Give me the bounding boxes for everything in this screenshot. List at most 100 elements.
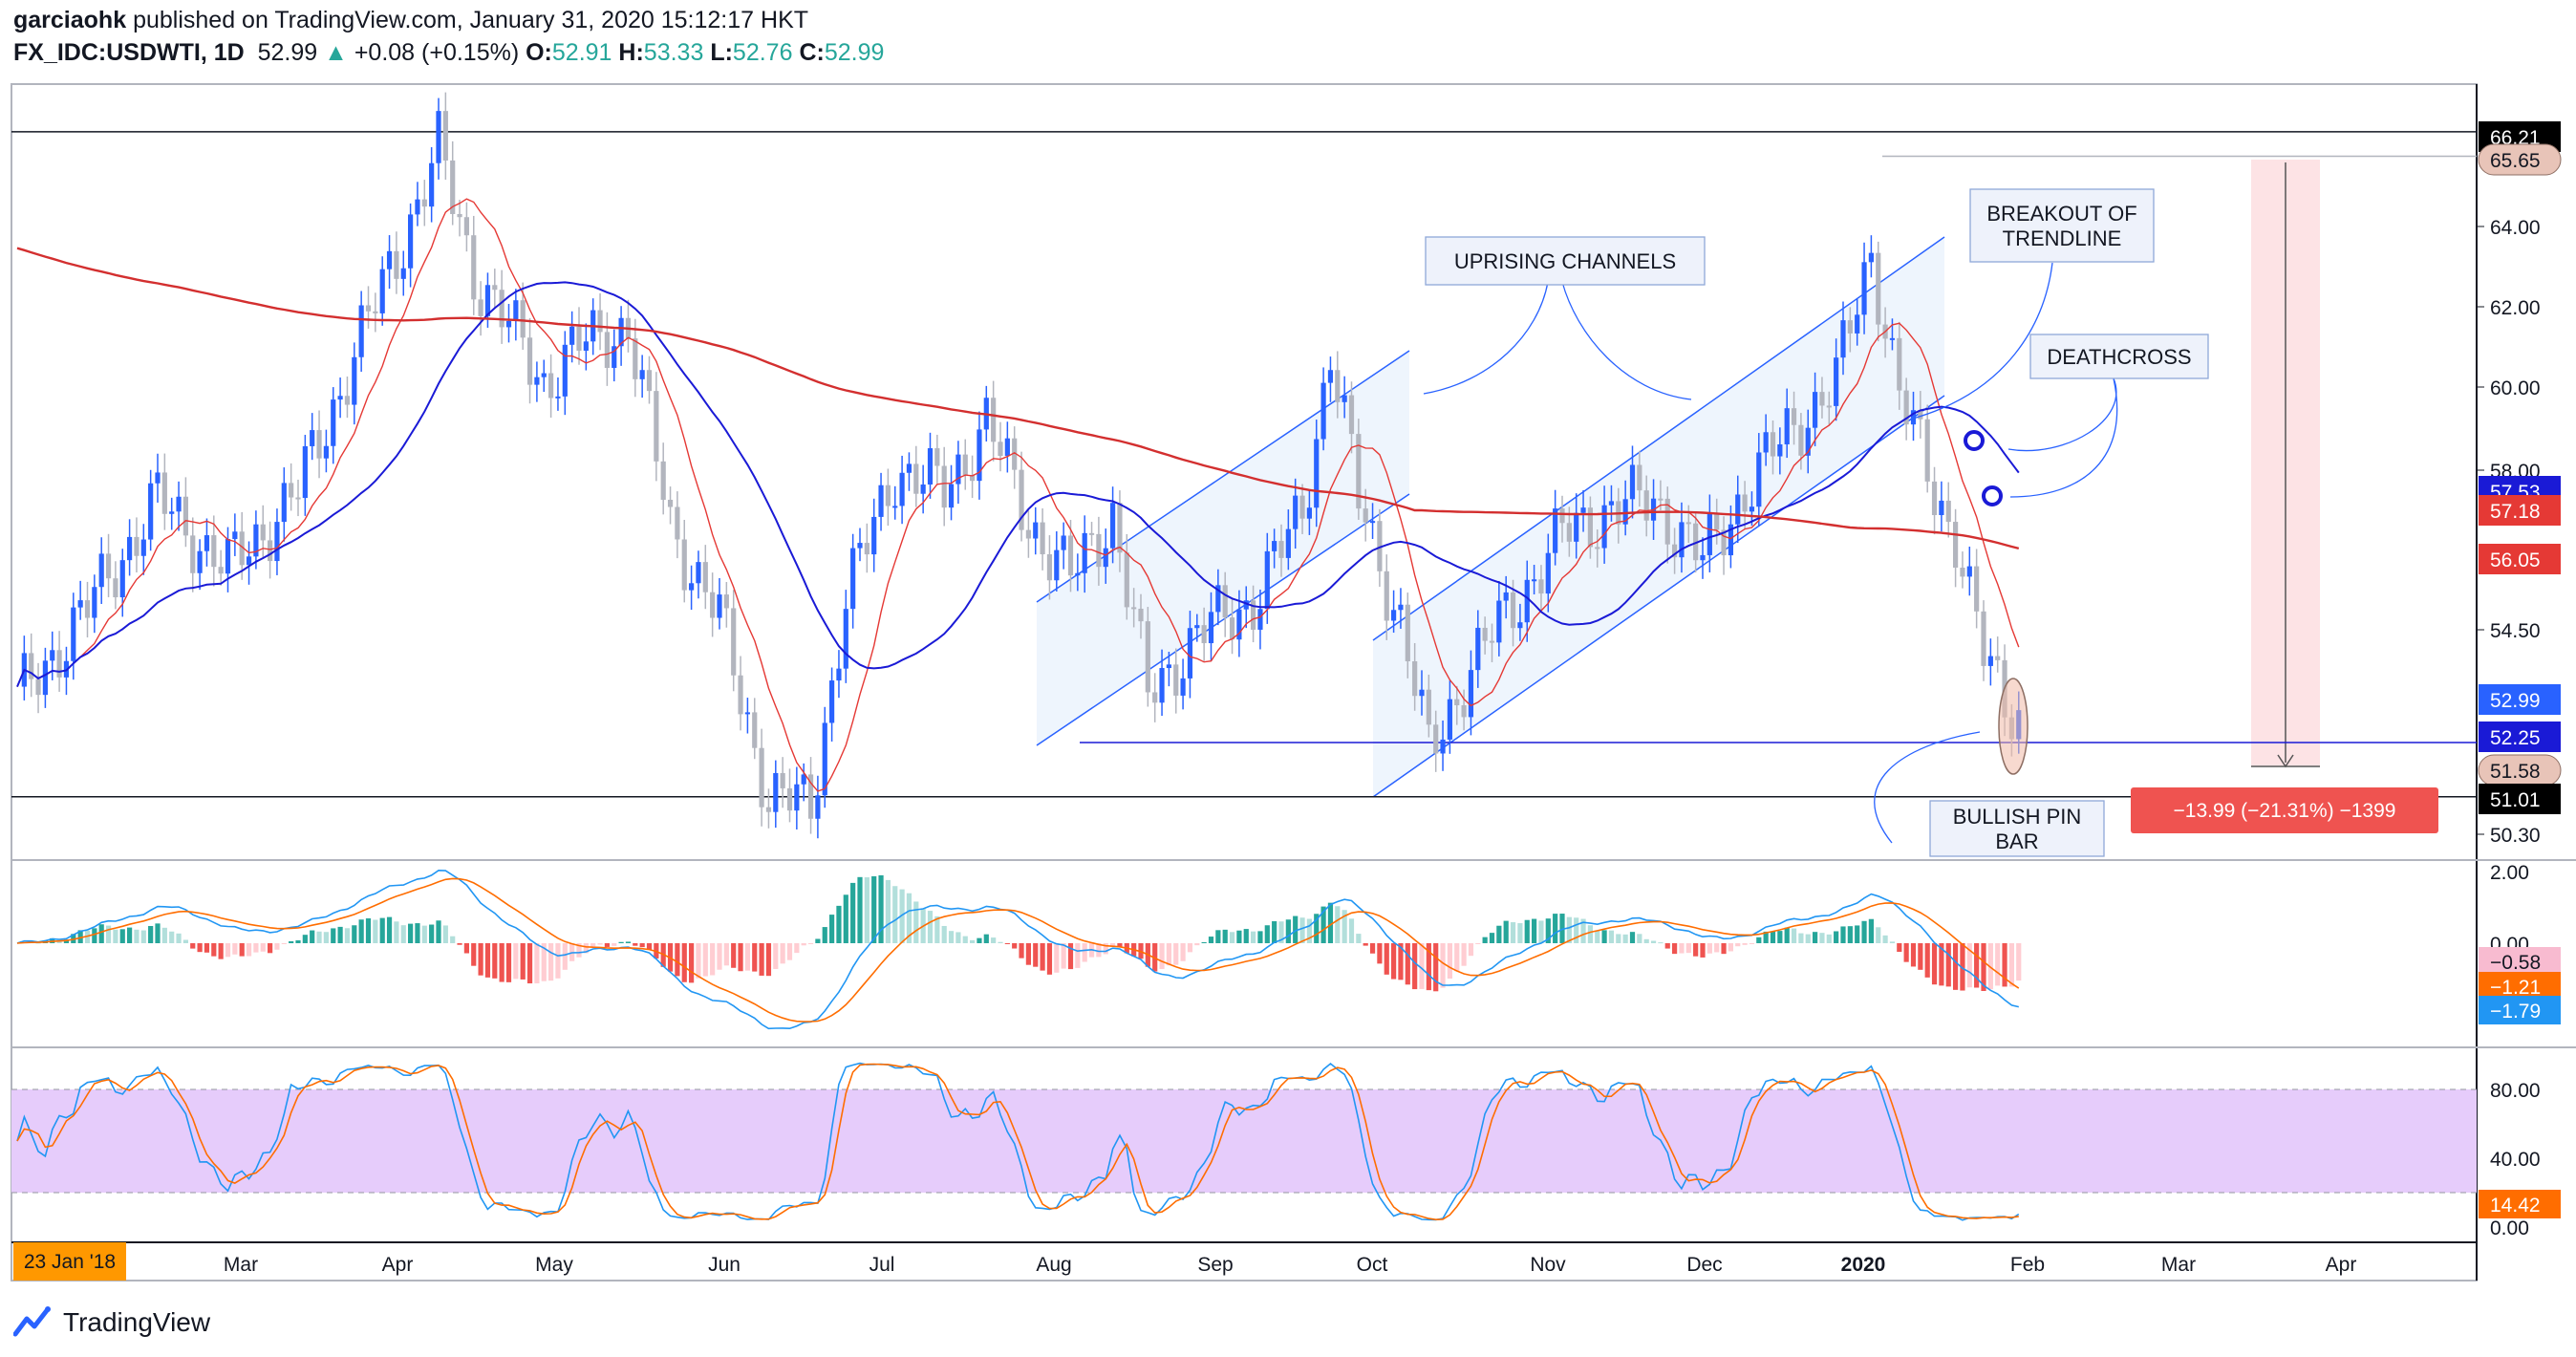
macd-histogram-bar	[1987, 943, 1993, 990]
candle-body	[857, 543, 863, 549]
candle-body	[429, 162, 435, 207]
candle-body	[1791, 408, 1797, 425]
annotation-box[interactable]	[1425, 236, 1706, 286]
candle-body	[1510, 592, 1516, 629]
candle-body	[934, 448, 940, 466]
macd-histogram-bar	[1166, 943, 1171, 966]
candle-body	[1672, 544, 1678, 558]
candle-body	[1405, 604, 1410, 661]
candle-body	[1201, 625, 1207, 644]
candle-body	[744, 712, 750, 715]
macd-histogram-bar	[1840, 926, 1846, 943]
macd-histogram-bar	[310, 930, 315, 943]
macd-histogram-bar	[1847, 926, 1853, 943]
candle-body	[281, 483, 287, 523]
candle-body	[253, 524, 259, 557]
annotation-box[interactable]	[1929, 800, 2105, 857]
candle-body	[484, 285, 491, 316]
macd-histogram-bar	[155, 923, 161, 943]
candle-body	[113, 578, 118, 598]
macd-histogram-bar	[878, 874, 884, 943]
candle-body	[1728, 524, 1733, 556]
macd-histogram-bar	[1475, 943, 1481, 944]
macd-histogram-bar	[646, 943, 653, 950]
macd-histogram-bar	[1777, 931, 1783, 943]
candle-body	[1088, 532, 1095, 535]
candle-body	[1348, 395, 1355, 435]
macd-histogram-bar	[140, 930, 146, 943]
macd-histogram-bar	[1784, 927, 1790, 943]
macd-histogram-bar	[1608, 930, 1615, 943]
macd-histogram-bar	[1363, 943, 1368, 946]
candle-body	[1735, 494, 1741, 525]
macd-histogram-bar	[562, 943, 568, 970]
candle-body	[1643, 490, 1649, 521]
macd-histogram-bar	[182, 939, 188, 943]
macd-histogram-bar	[1096, 943, 1102, 958]
macd-histogram-bar	[1601, 930, 1607, 943]
time-tick-label: Jul	[869, 1254, 895, 1276]
time-tick-label: Nov	[1530, 1254, 1566, 1276]
macd-histogram-bar	[1595, 930, 1600, 943]
stoch-pane	[16, 1062, 2020, 1221]
candle-body	[675, 506, 680, 540]
candle-body	[948, 484, 955, 508]
price-tag-label: 51.01	[2490, 789, 2541, 811]
macd-histogram-bar	[822, 927, 827, 943]
macd-histogram-bar	[934, 915, 940, 943]
macd-histogram-bar	[1320, 906, 1326, 943]
macd-histogram-bar	[1503, 920, 1509, 943]
macd-histogram-bar	[1685, 943, 1691, 954]
macd-histogram-bar	[1468, 943, 1474, 957]
author-name[interactable]: garciaohk	[13, 7, 127, 33]
annotation-box[interactable]	[2029, 334, 2209, 379]
candle-body	[731, 608, 737, 676]
candle-body	[1601, 505, 1607, 549]
candle-body	[379, 269, 385, 313]
macd-histogram-bar	[268, 943, 273, 954]
macd-histogram-bar	[710, 943, 716, 976]
candle-body	[1524, 579, 1530, 623]
candle-body	[302, 445, 308, 499]
macd-histogram-bar	[289, 940, 294, 943]
macd-histogram-bar	[906, 893, 912, 943]
macd-histogram-bar	[379, 917, 385, 943]
candle-body	[1004, 438, 1010, 457]
annotation-box[interactable]	[1969, 188, 2155, 263]
macd-histogram-bar	[513, 943, 519, 980]
symbol-name[interactable]: FX_IDC:USDWTI, 1D	[13, 39, 245, 66]
macd-histogram-bar	[1868, 918, 1874, 943]
macd-histogram-bar	[1426, 943, 1431, 991]
candle-body	[991, 398, 997, 442]
candle-body	[801, 774, 806, 785]
macd-histogram-bar	[148, 925, 154, 943]
candle-body	[941, 465, 947, 508]
macd-histogram-bar	[1082, 943, 1087, 962]
macd-histogram-bar	[590, 943, 596, 947]
candle-body	[1117, 503, 1123, 553]
macd-histogram-bar	[1159, 943, 1165, 969]
macd-histogram-bar	[2008, 943, 2014, 987]
candle-body	[1981, 611, 1986, 666]
candle-body	[344, 396, 351, 405]
macd-histogram-bar	[274, 943, 280, 950]
macd-histogram-bar	[1264, 925, 1270, 943]
macd-histogram-bar	[204, 943, 210, 953]
macd-histogram-bar	[913, 901, 919, 943]
macd-line	[16, 869, 2019, 1030]
channel-1-lower	[1036, 493, 1410, 746]
macd-histogram-bar	[457, 943, 462, 945]
macd-histogram-bar	[239, 943, 245, 957]
candle-body	[1868, 252, 1874, 263]
candle-body	[1320, 382, 1326, 440]
candle-body	[1272, 541, 1277, 551]
macd-histogram-bar	[555, 943, 561, 979]
macd-histogram-bar	[786, 943, 793, 960]
macd-histogram-bar	[1285, 919, 1291, 943]
macd-histogram-bar	[1461, 943, 1467, 966]
brand-footer[interactable]: TradingView	[13, 1305, 210, 1340]
macd-histogram-bar	[1945, 943, 1951, 987]
time-tick-label: Sep	[1197, 1254, 1233, 1276]
time-tick-label: May	[535, 1254, 573, 1276]
